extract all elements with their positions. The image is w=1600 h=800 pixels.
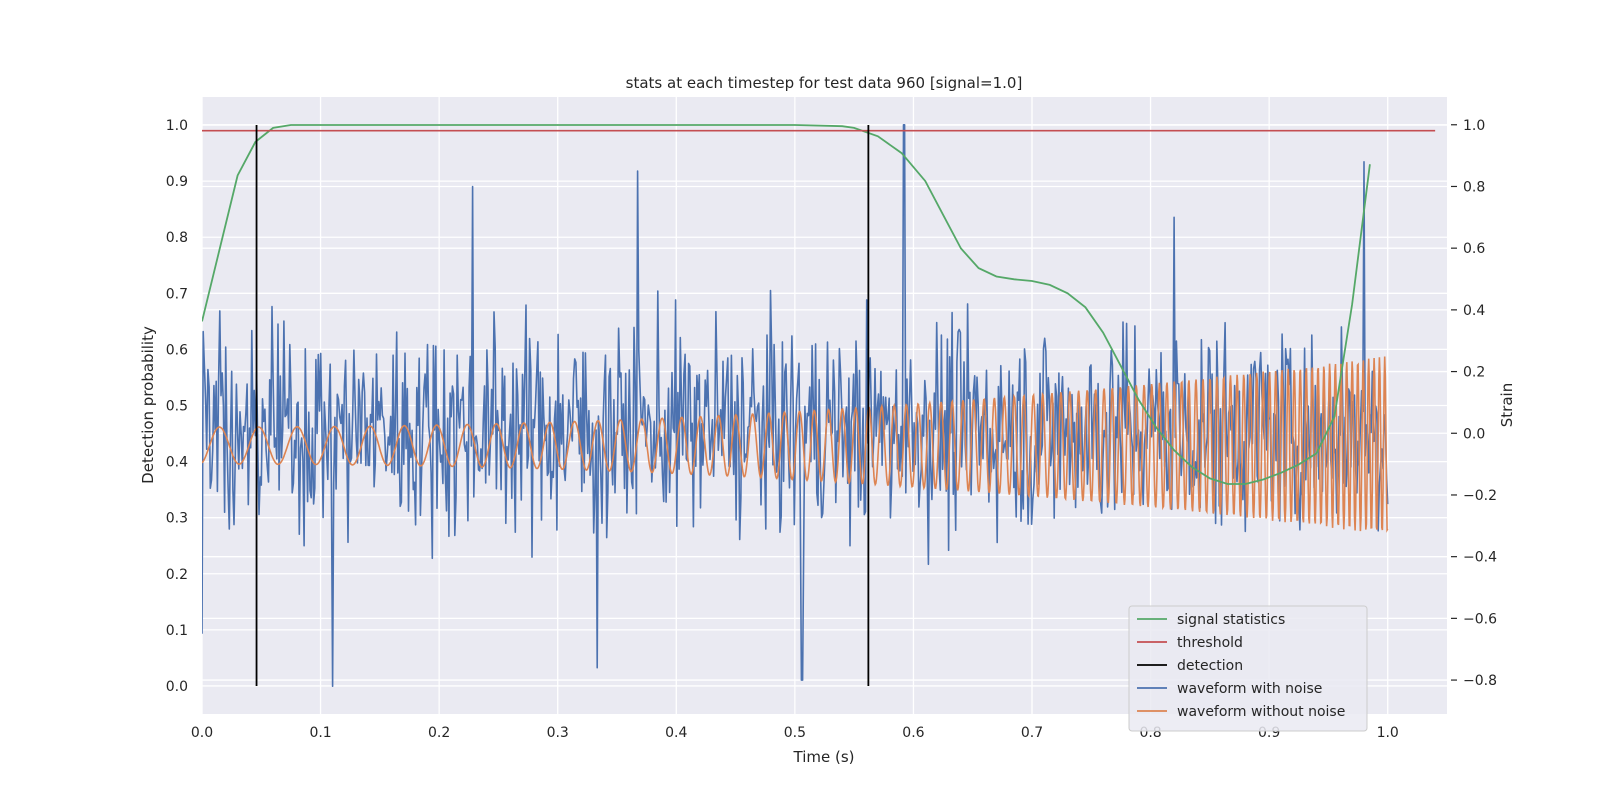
x-tick-label: 0.7 [1021,725,1043,741]
series-layer [202,124,1436,687]
y-tick-label-left: 0.4 [166,455,188,471]
y-axis-label-right: Strain [1498,383,1516,427]
y-tick-label-right: −0.6 [1463,611,1497,627]
y-tick-label-left: 0.1 [166,623,188,639]
y-tick-label-right: −0.4 [1463,550,1497,566]
series-signal-statistics [202,124,1371,485]
y-tick-label-left: 0.5 [166,399,188,415]
legend-label: signal statistics [1177,612,1285,628]
x-tick-label: 0.2 [428,725,450,741]
y-tick-label-right: 1.0 [1463,118,1485,134]
tick-labels: 0.0 0.1 0.2 0.3 0.4 0.5 0.6 0.7 0.8 0.9 1.0 0.0 0.1 0… [166,118,1497,741]
legend-label: detection [1177,658,1243,674]
y-tick-label-left: 0.9 [166,174,188,190]
y-tick-label-right: −0.2 [1463,488,1497,504]
x-tick-label: 0.0 [191,725,213,741]
y-tick-label-right: −0.8 [1463,673,1497,689]
x-tick-label: 0.3 [547,725,569,741]
x-tick-label: 0.4 [665,725,687,741]
y-tick-label-right: 0.4 [1463,303,1485,319]
y-tick-label-left: 0.8 [166,230,188,246]
y-tick-label-right: 0.2 [1463,365,1485,381]
legend-label: threshold [1177,635,1243,651]
x-tick-label: 0.5 [784,725,806,741]
x-tick-label: 0.6 [902,725,924,741]
y-tick-label-right: 0.8 [1463,179,1485,195]
chart-title: stats at each timestep for test data 960… [626,74,1023,92]
x-axis-label: Time (s) [793,748,855,766]
y-tick-label-right: 0.0 [1463,426,1485,442]
y-tick-label-left: 1.0 [166,118,188,134]
y-tick-label-left: 0.2 [166,567,188,583]
series-waveform-without-noise [202,356,1389,533]
y-axis-label-left: Detection probability [139,326,157,484]
series-waveform-with-noise [202,124,1389,687]
y-tick-label-left: 0.7 [166,286,188,302]
legend-label: waveform with noise [1177,681,1322,697]
y-tick-label-left: 0.3 [166,511,188,527]
x-tick-label: 0.1 [309,725,331,741]
legend: signal statistics threshold detection wavef… [1128,605,1368,732]
y-tick-label-left: 0.6 [166,342,188,358]
y-tick-label-left: 0.0 [166,679,188,695]
legend-label: waveform without noise [1177,704,1345,720]
y-tick-label-right: 0.6 [1463,241,1485,257]
x-tick-label: 1.0 [1377,725,1399,741]
legend-box [1128,605,1368,732]
